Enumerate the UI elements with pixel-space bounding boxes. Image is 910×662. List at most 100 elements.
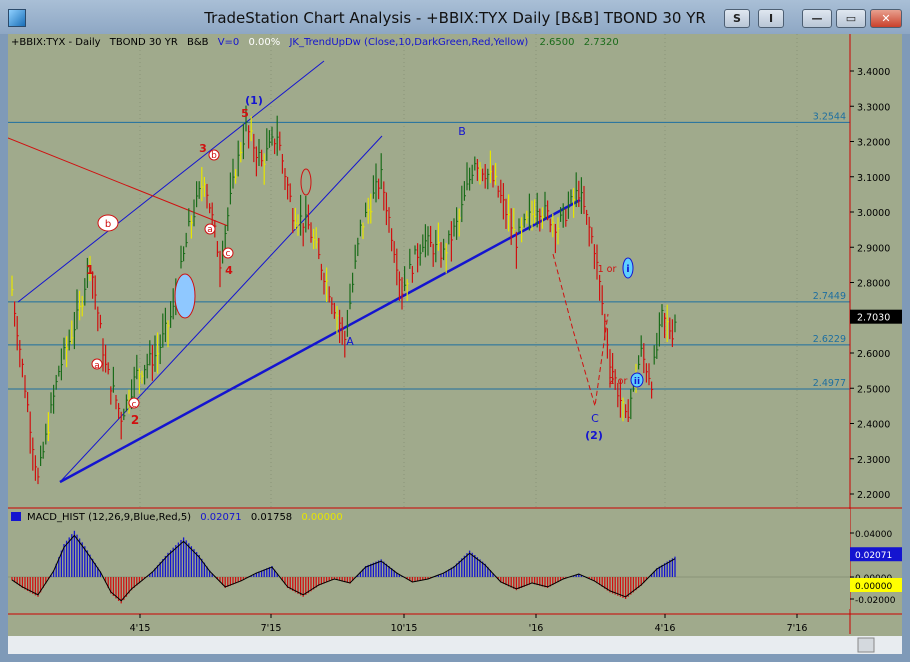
indicator-val2: 2.7320 <box>584 37 619 48</box>
y-tick-label: 2.3000 <box>857 455 890 466</box>
level-label: 3.2544 <box>813 111 846 122</box>
wave-label: b <box>211 151 217 161</box>
y-tick-label: 3.4000 <box>857 67 890 78</box>
volume-label: V=0 <box>218 37 240 48</box>
level-label: 2.7449 <box>813 291 846 302</box>
last-price-label: 2.7030 <box>857 313 890 324</box>
macd-tick-label: -0.02000 <box>855 596 896 606</box>
wave-label: 1 or <box>598 264 617 275</box>
svg-text:MACD_HIST (12,26,9,Blue,Red,5): MACD_HIST (12,26,9,Blue,Red,5) 0.02071 0… <box>27 512 343 523</box>
wave-label: i <box>626 264 629 275</box>
scrollbar-track[interactable] <box>8 636 902 654</box>
wave-circle <box>97 214 119 232</box>
x-tick-label: 7'15 <box>261 623 282 634</box>
minimize-button[interactable]: — <box>802 9 832 28</box>
y-tick-label: 3.1000 <box>857 173 890 184</box>
y-tick-label: 2.4000 <box>857 420 890 431</box>
wave-label: 2 or <box>609 376 628 387</box>
level-label: 2.6229 <box>813 334 846 345</box>
macd-signal <box>11 534 676 602</box>
x-tick-label: 7'16 <box>787 623 808 634</box>
wave-label: c <box>226 249 231 259</box>
indicator-label: JK_TrendUpDw (Close,10,DarkGreen,Red,Yel… <box>288 37 528 48</box>
wave-label: b <box>105 219 111 230</box>
bb-label: B&B <box>187 37 209 48</box>
highlight-ellipse <box>300 168 312 196</box>
macd-v1: 0.02071 <box>200 512 241 523</box>
channel-lower <box>59 135 383 483</box>
pct-label: 0.00% <box>248 37 280 48</box>
window-title: TradeStation Chart Analysis - +BBIX:TYX … <box>204 9 706 27</box>
macd-v2: 0.01758 <box>251 512 292 523</box>
app-icon <box>8 9 26 27</box>
chart-area[interactable]: 3.2544 2.7449 2.6229 2.4977 (1) 5 3 b 1 a c 2 4 a c b B… <box>7 34 902 654</box>
wave-label: c <box>132 400 137 410</box>
wave-circle <box>91 358 103 370</box>
macd-axis: 0.040000.020000.00000-0.020000.020710.00… <box>850 530 902 606</box>
x-tick-label: '16 <box>529 623 544 634</box>
wave-circle <box>204 223 216 235</box>
trend-lines <box>7 60 609 484</box>
y-tick-label: 3.3000 <box>857 102 890 113</box>
s-button[interactable]: S <box>724 9 750 28</box>
wave-label: B <box>458 125 466 138</box>
level-label: 2.4977 <box>813 378 846 389</box>
x-axis: 4'15 7'15 10'15 '16 4'16 7'16 <box>130 614 808 634</box>
y-tick-label: 2.2000 <box>857 490 890 501</box>
y-tick-label: 2.6000 <box>857 349 890 360</box>
macd-histogram <box>8 530 850 604</box>
main-trendline <box>59 198 581 484</box>
level-lines: 3.2544 2.7449 2.6229 2.4977 <box>8 111 850 390</box>
price-bars <box>11 105 677 485</box>
price-panel <box>8 34 850 506</box>
wave-circle-i <box>622 257 634 279</box>
svg-text:+BBIX:TYX - Daily TBON: +BBIX:TYX - Daily TBOND 30 YR B&B V=0 0.… <box>11 37 619 48</box>
x-tick-label: 10'15 <box>391 623 418 634</box>
y-tick-label: 3.0000 <box>857 208 890 219</box>
scrollbar-thumb[interactable] <box>857 637 875 653</box>
wave-circle <box>128 397 140 409</box>
macd-tick-label: 0.04000 <box>855 530 892 540</box>
wave-circle-ii <box>630 372 644 388</box>
wave-label: ii <box>634 377 640 387</box>
x-tick-label: 4'15 <box>130 623 151 634</box>
wave-label: a <box>94 361 100 371</box>
highlight-ellipse <box>174 273 196 319</box>
wave-label: a <box>207 225 213 235</box>
symbol-label: +BBIX:TYX - Daily <box>11 37 101 48</box>
i-button[interactable]: I <box>758 9 784 28</box>
macd-yellow-badge-text: 0.00000 <box>855 582 892 592</box>
macd-blue-badge-text: 0.02071 <box>855 551 892 561</box>
wave-label: C <box>591 412 599 425</box>
y-tick-label: 2.8000 <box>857 279 890 290</box>
red-downline <box>7 137 229 227</box>
wave-label: 4 <box>225 264 233 277</box>
y-tick-label: 2.9000 <box>857 243 890 254</box>
last-price-badge <box>850 309 902 324</box>
wave-label: (1) <box>245 94 263 107</box>
y-axis: 3.4000 3.3000 3.2000 3.1000 3.0000 2.9000 2.80… <box>850 67 902 501</box>
macd-label: MACD_HIST (12,26,9,Blue,Red,5) <box>27 512 191 523</box>
wave-label: 3 <box>199 142 207 155</box>
wave-label: 2 <box>131 413 139 427</box>
y-tick-label: 3.2000 <box>857 138 890 149</box>
macd-blue-badge <box>850 547 902 562</box>
macd-yellow-badge <box>850 578 902 592</box>
x-tick-label: 4'16 <box>655 623 676 634</box>
title-bar[interactable]: TradeStation Chart Analysis - +BBIX:TYX … <box>0 0 910 34</box>
macd-v3: 0.00000 <box>301 512 342 523</box>
macd-panel <box>8 509 850 609</box>
channel-upper <box>17 60 325 303</box>
close-button[interactable]: ✕ <box>870 9 902 28</box>
wave-label: (2) <box>585 429 603 442</box>
wave-c-dash <box>552 253 609 407</box>
y-tick-label: 2.5000 <box>857 384 890 395</box>
maximize-button[interactable]: ▭ <box>836 9 866 28</box>
wave-label: A <box>346 335 354 348</box>
wave-circle <box>208 149 220 161</box>
wave-circle <box>222 247 234 259</box>
macd-color-swatch <box>11 512 21 521</box>
